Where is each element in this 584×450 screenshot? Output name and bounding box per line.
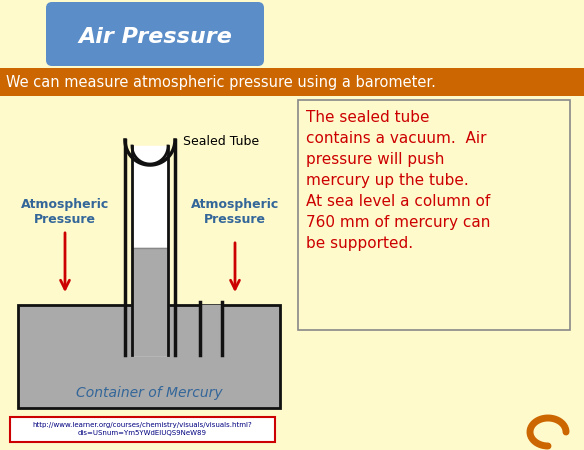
Text: Atmospheric
Pressure: Atmospheric Pressure (21, 198, 109, 226)
Text: The sealed tube
contains a vacuum.  Air
pressure will push
mercury up the tube.
: The sealed tube contains a vacuum. Air p… (306, 110, 491, 251)
Polygon shape (132, 146, 168, 355)
Text: Air Pressure: Air Pressure (78, 27, 232, 47)
Bar (18, 305, 280, 408)
Polygon shape (132, 248, 168, 355)
Text: Atmospheric
Pressure: Atmospheric Pressure (191, 198, 279, 226)
Bar (10, 417, 275, 442)
Text: We can measure atmospheric pressure using a barometer.: We can measure atmospheric pressure usin… (6, 75, 436, 90)
Text: Sealed Tube: Sealed Tube (183, 135, 259, 148)
FancyBboxPatch shape (46, 2, 264, 66)
Bar (0, 68, 584, 96)
Text: http://www.learner.org/courses/chemistry/visuals/visuals.html?
dis=USnum=Ym5YWdE: http://www.learner.org/courses/chemistry… (32, 423, 252, 436)
Polygon shape (200, 305, 222, 355)
Text: Container of Mercury: Container of Mercury (76, 386, 223, 400)
Bar (298, 100, 570, 330)
